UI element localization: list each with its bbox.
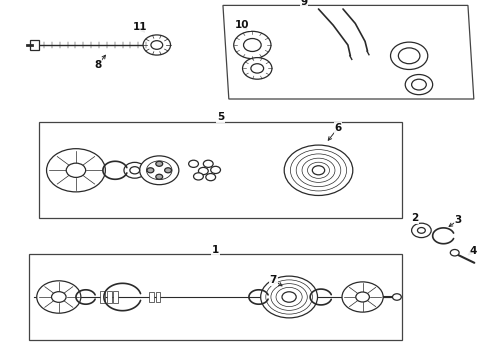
Circle shape xyxy=(398,48,420,64)
Circle shape xyxy=(392,294,401,300)
Circle shape xyxy=(189,160,198,167)
FancyBboxPatch shape xyxy=(39,122,402,218)
Circle shape xyxy=(47,149,105,192)
Circle shape xyxy=(143,35,171,55)
Text: 3: 3 xyxy=(455,215,462,225)
Text: 8: 8 xyxy=(95,60,101,70)
Bar xyxy=(113,291,118,303)
Circle shape xyxy=(198,167,208,175)
Text: 2: 2 xyxy=(412,213,418,223)
Circle shape xyxy=(37,281,81,313)
Polygon shape xyxy=(223,5,474,99)
Circle shape xyxy=(206,174,216,181)
Polygon shape xyxy=(30,40,39,50)
Circle shape xyxy=(450,249,459,256)
Circle shape xyxy=(151,41,163,49)
Circle shape xyxy=(156,174,163,179)
Circle shape xyxy=(412,223,431,238)
Bar xyxy=(149,292,154,302)
Circle shape xyxy=(251,64,264,73)
Circle shape xyxy=(203,160,213,167)
Circle shape xyxy=(243,58,272,79)
Circle shape xyxy=(234,31,271,59)
Bar xyxy=(100,291,105,303)
Circle shape xyxy=(282,292,296,302)
Circle shape xyxy=(356,292,369,302)
Bar xyxy=(107,291,112,303)
Circle shape xyxy=(194,173,203,180)
Text: 7: 7 xyxy=(270,275,277,285)
Circle shape xyxy=(284,145,353,195)
Circle shape xyxy=(342,282,383,312)
Circle shape xyxy=(261,276,318,318)
Circle shape xyxy=(391,42,428,69)
Text: 9: 9 xyxy=(300,0,307,7)
FancyBboxPatch shape xyxy=(29,254,402,340)
Circle shape xyxy=(51,292,66,302)
Circle shape xyxy=(417,228,425,233)
Circle shape xyxy=(412,79,426,90)
Circle shape xyxy=(211,166,220,174)
Circle shape xyxy=(147,168,154,173)
Circle shape xyxy=(312,166,325,175)
Text: 4: 4 xyxy=(469,246,477,256)
Circle shape xyxy=(405,75,433,95)
Text: 5: 5 xyxy=(217,112,224,122)
Circle shape xyxy=(66,163,86,177)
Circle shape xyxy=(140,156,179,185)
Bar xyxy=(156,292,160,302)
Text: 6: 6 xyxy=(335,123,342,133)
Circle shape xyxy=(130,167,140,174)
Circle shape xyxy=(165,168,172,173)
Circle shape xyxy=(147,161,172,180)
Text: 10: 10 xyxy=(235,20,250,30)
Circle shape xyxy=(244,39,261,51)
Circle shape xyxy=(156,161,163,166)
Text: 11: 11 xyxy=(132,22,147,32)
Circle shape xyxy=(124,162,146,178)
Text: 1: 1 xyxy=(212,245,219,255)
